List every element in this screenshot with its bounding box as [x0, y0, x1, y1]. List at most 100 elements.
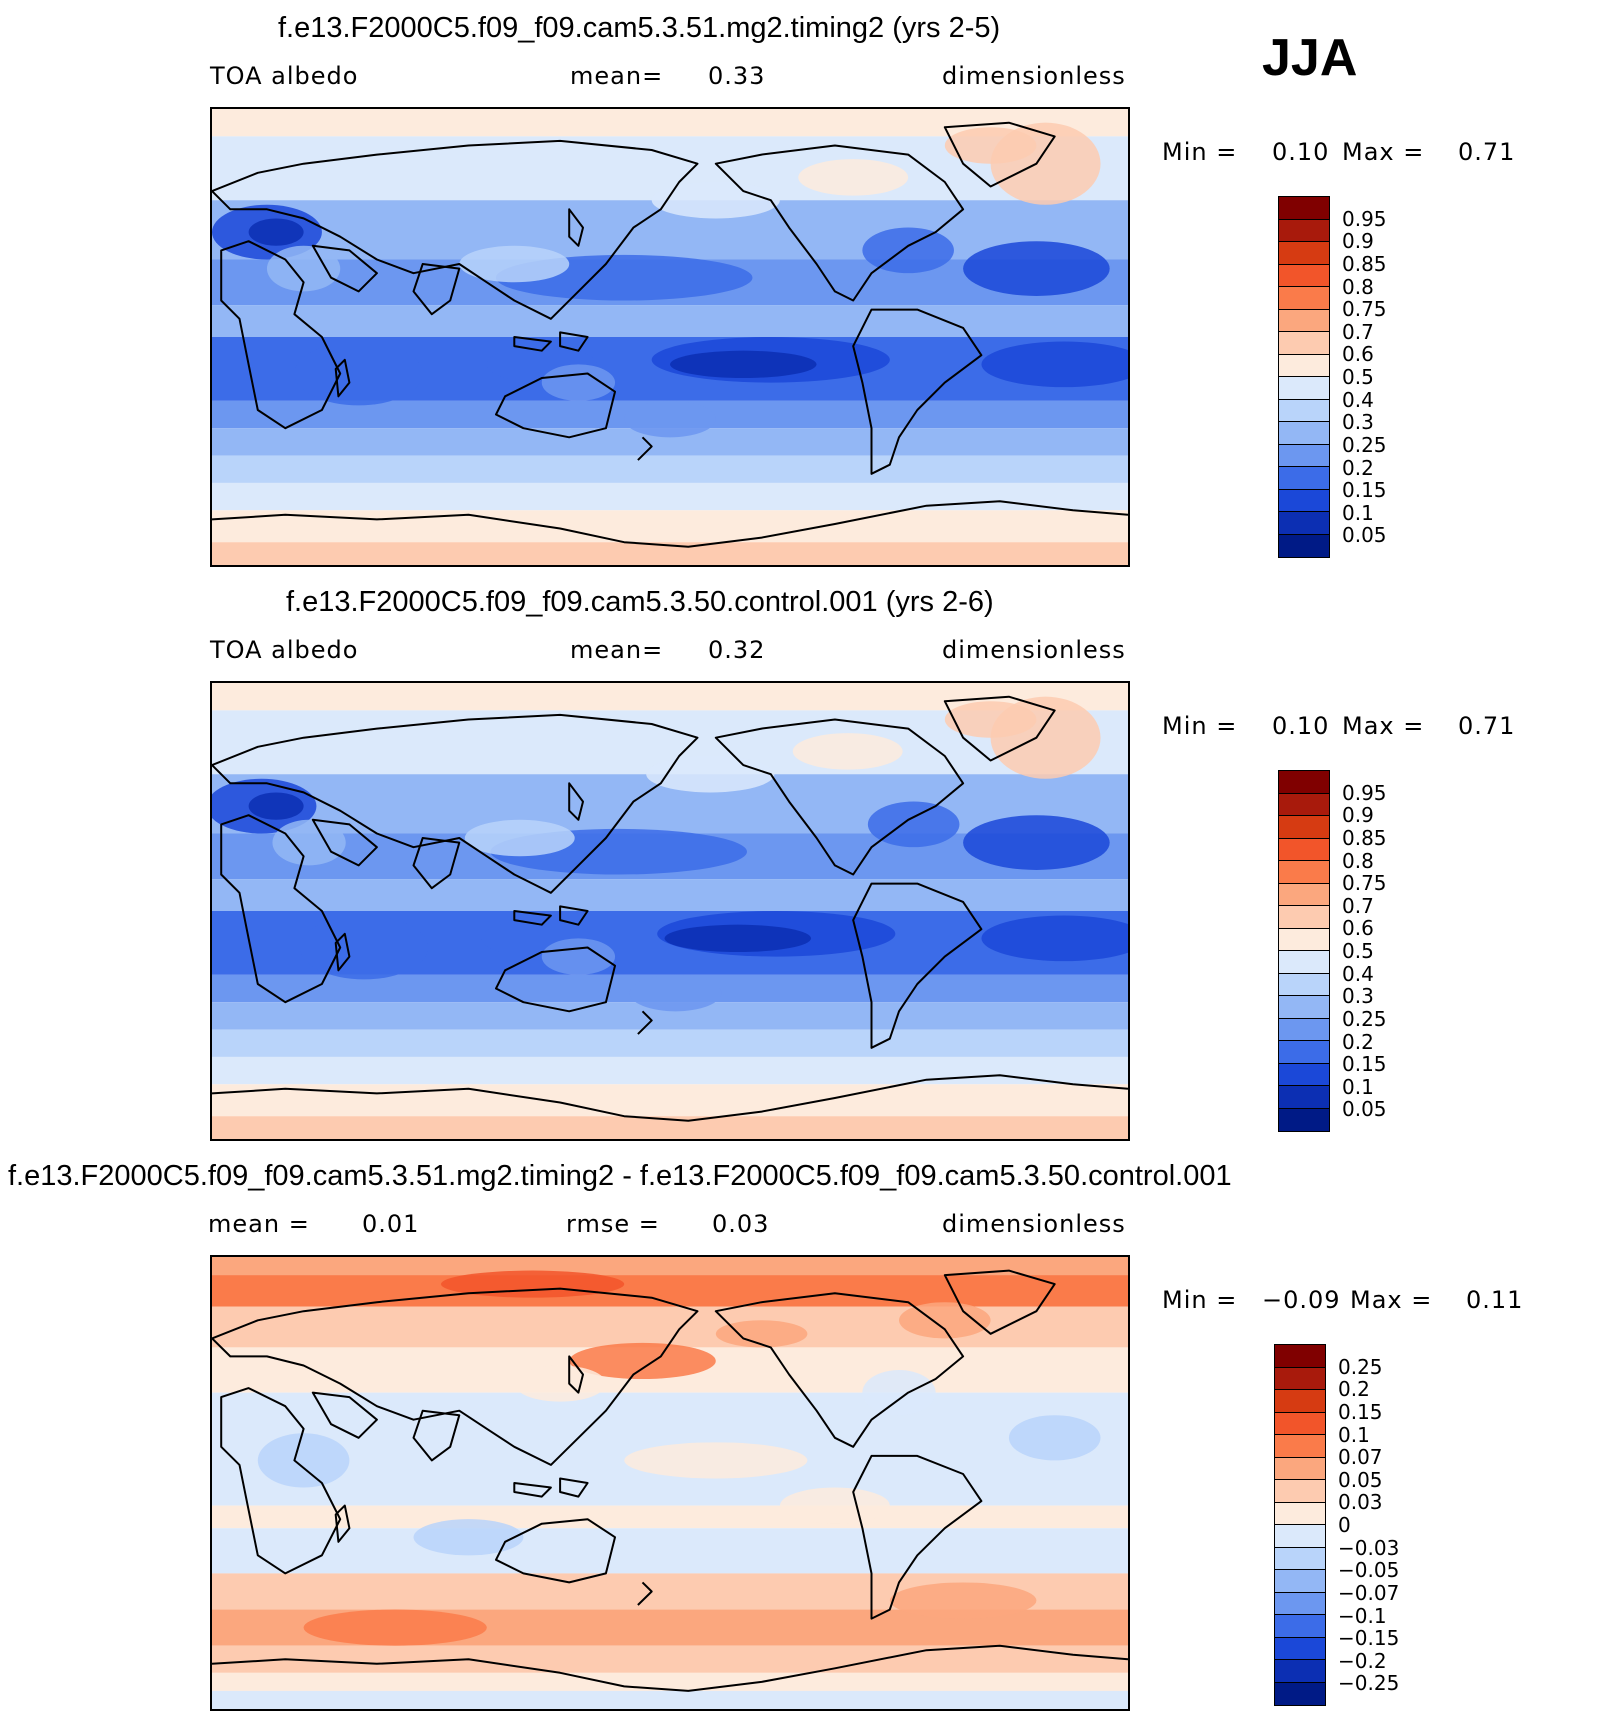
panel-2-map-canvas	[212, 683, 1128, 1139]
colorbar-tick-label: −0.15	[1338, 1626, 1400, 1651]
panel-1-variable: TOA albedo	[210, 62, 359, 90]
colorbar-tick-label: 0.1	[1342, 500, 1374, 525]
coastline	[311, 818, 378, 867]
colorbar-swatch	[1275, 1367, 1325, 1390]
colorbar-swatch	[1279, 467, 1329, 490]
coastline	[311, 1391, 378, 1439]
colorbar-swatch	[1279, 489, 1329, 512]
difference-feature	[779, 1487, 890, 1524]
colorbar-swatch	[1279, 973, 1329, 996]
colorbar-swatch	[1275, 1480, 1325, 1503]
albedo-feature	[541, 364, 616, 401]
albedo-feature	[624, 400, 716, 438]
panel-2-mean-label: mean=	[570, 636, 664, 664]
colorbar-tick-label: 0.9	[1342, 229, 1374, 254]
colorbar-tick-label: −0.1	[1338, 1603, 1387, 1628]
colorbar-tick-label: 0.05	[1338, 1467, 1383, 1492]
coastline	[637, 1581, 653, 1606]
albedo-feature	[981, 915, 1128, 962]
coastline	[495, 946, 616, 1013]
panel-2-mean-value: 0.32	[708, 636, 766, 664]
panel-2-units: dimensionless	[942, 636, 1126, 664]
coastline	[412, 837, 461, 890]
colorbar-tick-label: −0.2	[1338, 1648, 1387, 1673]
panel-3-rmse-value: 0.03	[712, 1210, 770, 1238]
colorbar-tick-label: 0.15	[1342, 478, 1387, 503]
colorbar-swatch	[1275, 1412, 1325, 1435]
panel-1-min-label: Min =	[1162, 138, 1238, 166]
albedo-feature	[294, 341, 423, 406]
colorbar-tick-label: 0.1	[1338, 1422, 1370, 1447]
colorbar-tick-label: 0.95	[1342, 780, 1387, 805]
colorbar-swatch	[1279, 883, 1329, 906]
coastline	[513, 910, 552, 926]
colorbar-tick-label: 0.15	[1338, 1399, 1383, 1424]
difference-feature	[899, 1302, 991, 1339]
colorbar-tick-label: 0.9	[1342, 803, 1374, 828]
colorbar-swatch	[1279, 399, 1329, 422]
coastline	[714, 718, 965, 876]
albedo-feature	[272, 819, 346, 866]
difference-band	[212, 1672, 1128, 1691]
colorbar-swatch	[1279, 1108, 1329, 1131]
panel-3-max-value: 0.11	[1466, 1286, 1524, 1314]
coastline	[220, 240, 342, 430]
panel-1-mean-label: mean=	[570, 62, 664, 90]
panel-3-map	[210, 1255, 1130, 1711]
colorbar-tick-label: 0.2	[1338, 1377, 1370, 1402]
colorbar-tick-label: 0.07	[1338, 1445, 1383, 1470]
albedo-feature	[248, 218, 304, 246]
colorbar-tick-label: 0.5	[1342, 939, 1374, 963]
colorbar-tick-label: 0.4	[1342, 961, 1374, 986]
panel-2-max-label: Max =	[1342, 712, 1425, 740]
coastline	[943, 121, 1056, 188]
colorbar-tick-label: 0	[1338, 1513, 1351, 1537]
colorbar-swatch	[1275, 1390, 1325, 1413]
panel-1-map-canvas	[212, 109, 1128, 565]
colorbar-swatch	[1279, 906, 1329, 929]
colorbar-swatch	[1279, 444, 1329, 467]
colorbar-tick-label: 0.25	[1342, 432, 1387, 457]
albedo-feature	[248, 792, 304, 820]
colorbar-tick-label: 0.6	[1342, 916, 1374, 941]
difference-feature	[862, 1370, 936, 1416]
coastline	[334, 358, 351, 398]
colorbar-tick-label: 0.3	[1342, 410, 1374, 435]
colorbar-tick-label: 0.75	[1342, 297, 1387, 322]
coastline	[559, 331, 589, 352]
difference-feature	[624, 1442, 808, 1479]
difference-feature	[413, 1519, 524, 1556]
coastline	[220, 814, 342, 1004]
colorbar-swatch	[1275, 1570, 1325, 1593]
panel-3-colorbar-labels: 0.25 0.2 0.15 0.1 0.07 0.05 0.03 0 −0.03 −0.05 −0.…	[1334, 1344, 1424, 1706]
panel-2-min-value: 0.10	[1272, 712, 1330, 740]
difference-feature	[715, 1320, 808, 1348]
difference-band	[212, 1690, 1128, 1709]
colorbar-swatch	[1279, 861, 1329, 884]
coastline	[637, 436, 653, 461]
coastline	[495, 372, 616, 439]
albedo-feature	[981, 341, 1128, 388]
colorbar-swatch	[1279, 287, 1329, 310]
colorbar-swatch	[1279, 354, 1329, 377]
colorbar-tick-label: 0.8	[1342, 848, 1374, 873]
panel-2-max-value: 0.71	[1458, 712, 1516, 740]
albedo-feature	[651, 181, 780, 219]
colorbar-tick-label: 0.2	[1342, 1029, 1374, 1054]
coastline	[220, 1387, 342, 1575]
colorbar-swatch	[1275, 1345, 1325, 1368]
colorbar-tick-label: 0.4	[1342, 387, 1374, 412]
colorbar-tick-label: 0.7	[1342, 893, 1374, 918]
coastline	[714, 144, 965, 302]
coastline	[212, 139, 699, 320]
colorbar-tick-label: 0.95	[1342, 206, 1387, 231]
albedo-band	[212, 510, 1128, 543]
colorbar-swatch	[1275, 1637, 1325, 1660]
panel-2-variable: TOA albedo	[210, 636, 359, 664]
coastline	[212, 1287, 699, 1466]
panel-3-colorbar	[1274, 1344, 1326, 1706]
albedo-band	[212, 542, 1128, 565]
panel-2-colorbar	[1278, 770, 1330, 1132]
panel-2-min-label: Min =	[1162, 712, 1238, 740]
colorbar-tick-label: 0.05	[1342, 1097, 1387, 1122]
